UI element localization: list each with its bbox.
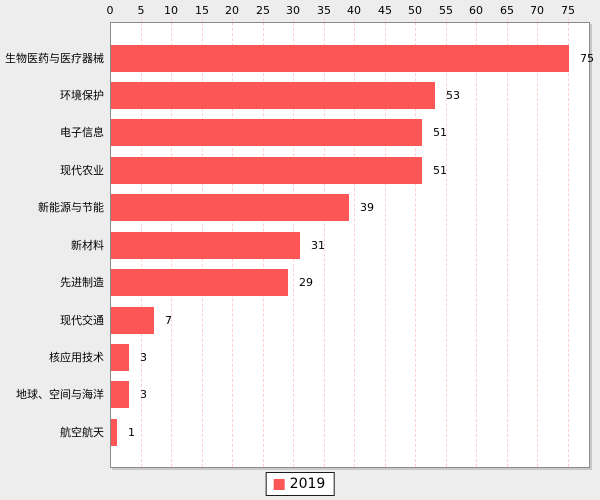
x-tick-label-70: 70 [530,4,544,17]
bar-7 [111,307,154,334]
category-label-6: 先进制造 [60,276,104,289]
category-label-9: 地球、空间与海洋 [16,388,104,401]
bar-value-label-10: 1 [128,426,135,439]
gridline-45 [385,18,386,467]
category-label-3: 现代农业 [60,164,104,177]
x-tick-label-30: 30 [286,4,300,17]
x-tick-label-5: 5 [137,4,145,17]
x-tick-label-60: 60 [469,4,483,17]
gridline-55 [446,18,447,467]
legend-swatch-2019 [273,478,285,490]
category-label-4: 新能源与节能 [38,201,104,214]
gridline-60 [476,18,477,467]
category-label-8: 核应用技术 [49,351,104,364]
x-tick-label-65: 65 [500,4,514,17]
bar-value-label-1: 53 [446,89,460,102]
gridline-50 [415,18,416,467]
x-tick-label-75: 75 [561,4,575,17]
x-tick-label-50: 50 [408,4,422,17]
bar-value-label-8: 3 [140,351,147,364]
x-tick-label-10: 10 [164,4,178,17]
x-tick-label-0: 0 [106,4,114,17]
category-label-1: 环境保护 [60,89,104,102]
plot-area: 75 53 51 51 39 31 29 7 3 3 1 [110,18,594,468]
bar-6 [111,269,288,296]
bar-1 [111,82,435,109]
category-label-5: 新材料 [71,239,104,252]
category-label-0: 生物医药与医疗器械 [5,52,104,65]
x-tick-label-20: 20 [225,4,239,17]
x-tick-label-25: 25 [256,4,270,17]
bar-value-label-7: 7 [165,314,172,327]
bar-8 [111,344,129,371]
category-label-2: 电子信息 [60,126,104,139]
x-tick-label-35: 35 [317,4,331,17]
bar-4 [111,194,349,221]
category-label-10: 航空航天 [60,426,104,439]
bar-value-label-0: 75 [580,52,594,65]
bar-value-label-9: 3 [140,388,147,401]
x-tick-label-45: 45 [378,4,392,17]
bar-3 [111,157,422,184]
category-label-7: 现代交通 [60,314,104,327]
legend-label: 2019 [289,476,326,492]
gridline-70 [537,18,538,467]
bar-9 [111,381,129,408]
bar-value-label-2: 51 [433,126,447,139]
bar-value-label-5: 31 [311,239,325,252]
bar-10 [111,419,117,446]
x-tick-label-15: 15 [195,4,209,17]
bar-value-label-4: 39 [360,201,374,214]
bar-2 [111,119,422,146]
gridline-40 [354,18,355,467]
gridline-65 [507,18,508,467]
bar-0 [111,45,569,72]
gridline-35 [324,18,325,467]
legend: 2019 [265,472,335,496]
gridline-75 [568,18,569,467]
bar-value-label-3: 51 [433,164,447,177]
bar-5 [111,232,300,259]
bar-value-label-6: 29 [299,276,313,289]
x-tick-label-55: 55 [439,4,453,17]
x-tick-label-40: 40 [347,4,361,17]
